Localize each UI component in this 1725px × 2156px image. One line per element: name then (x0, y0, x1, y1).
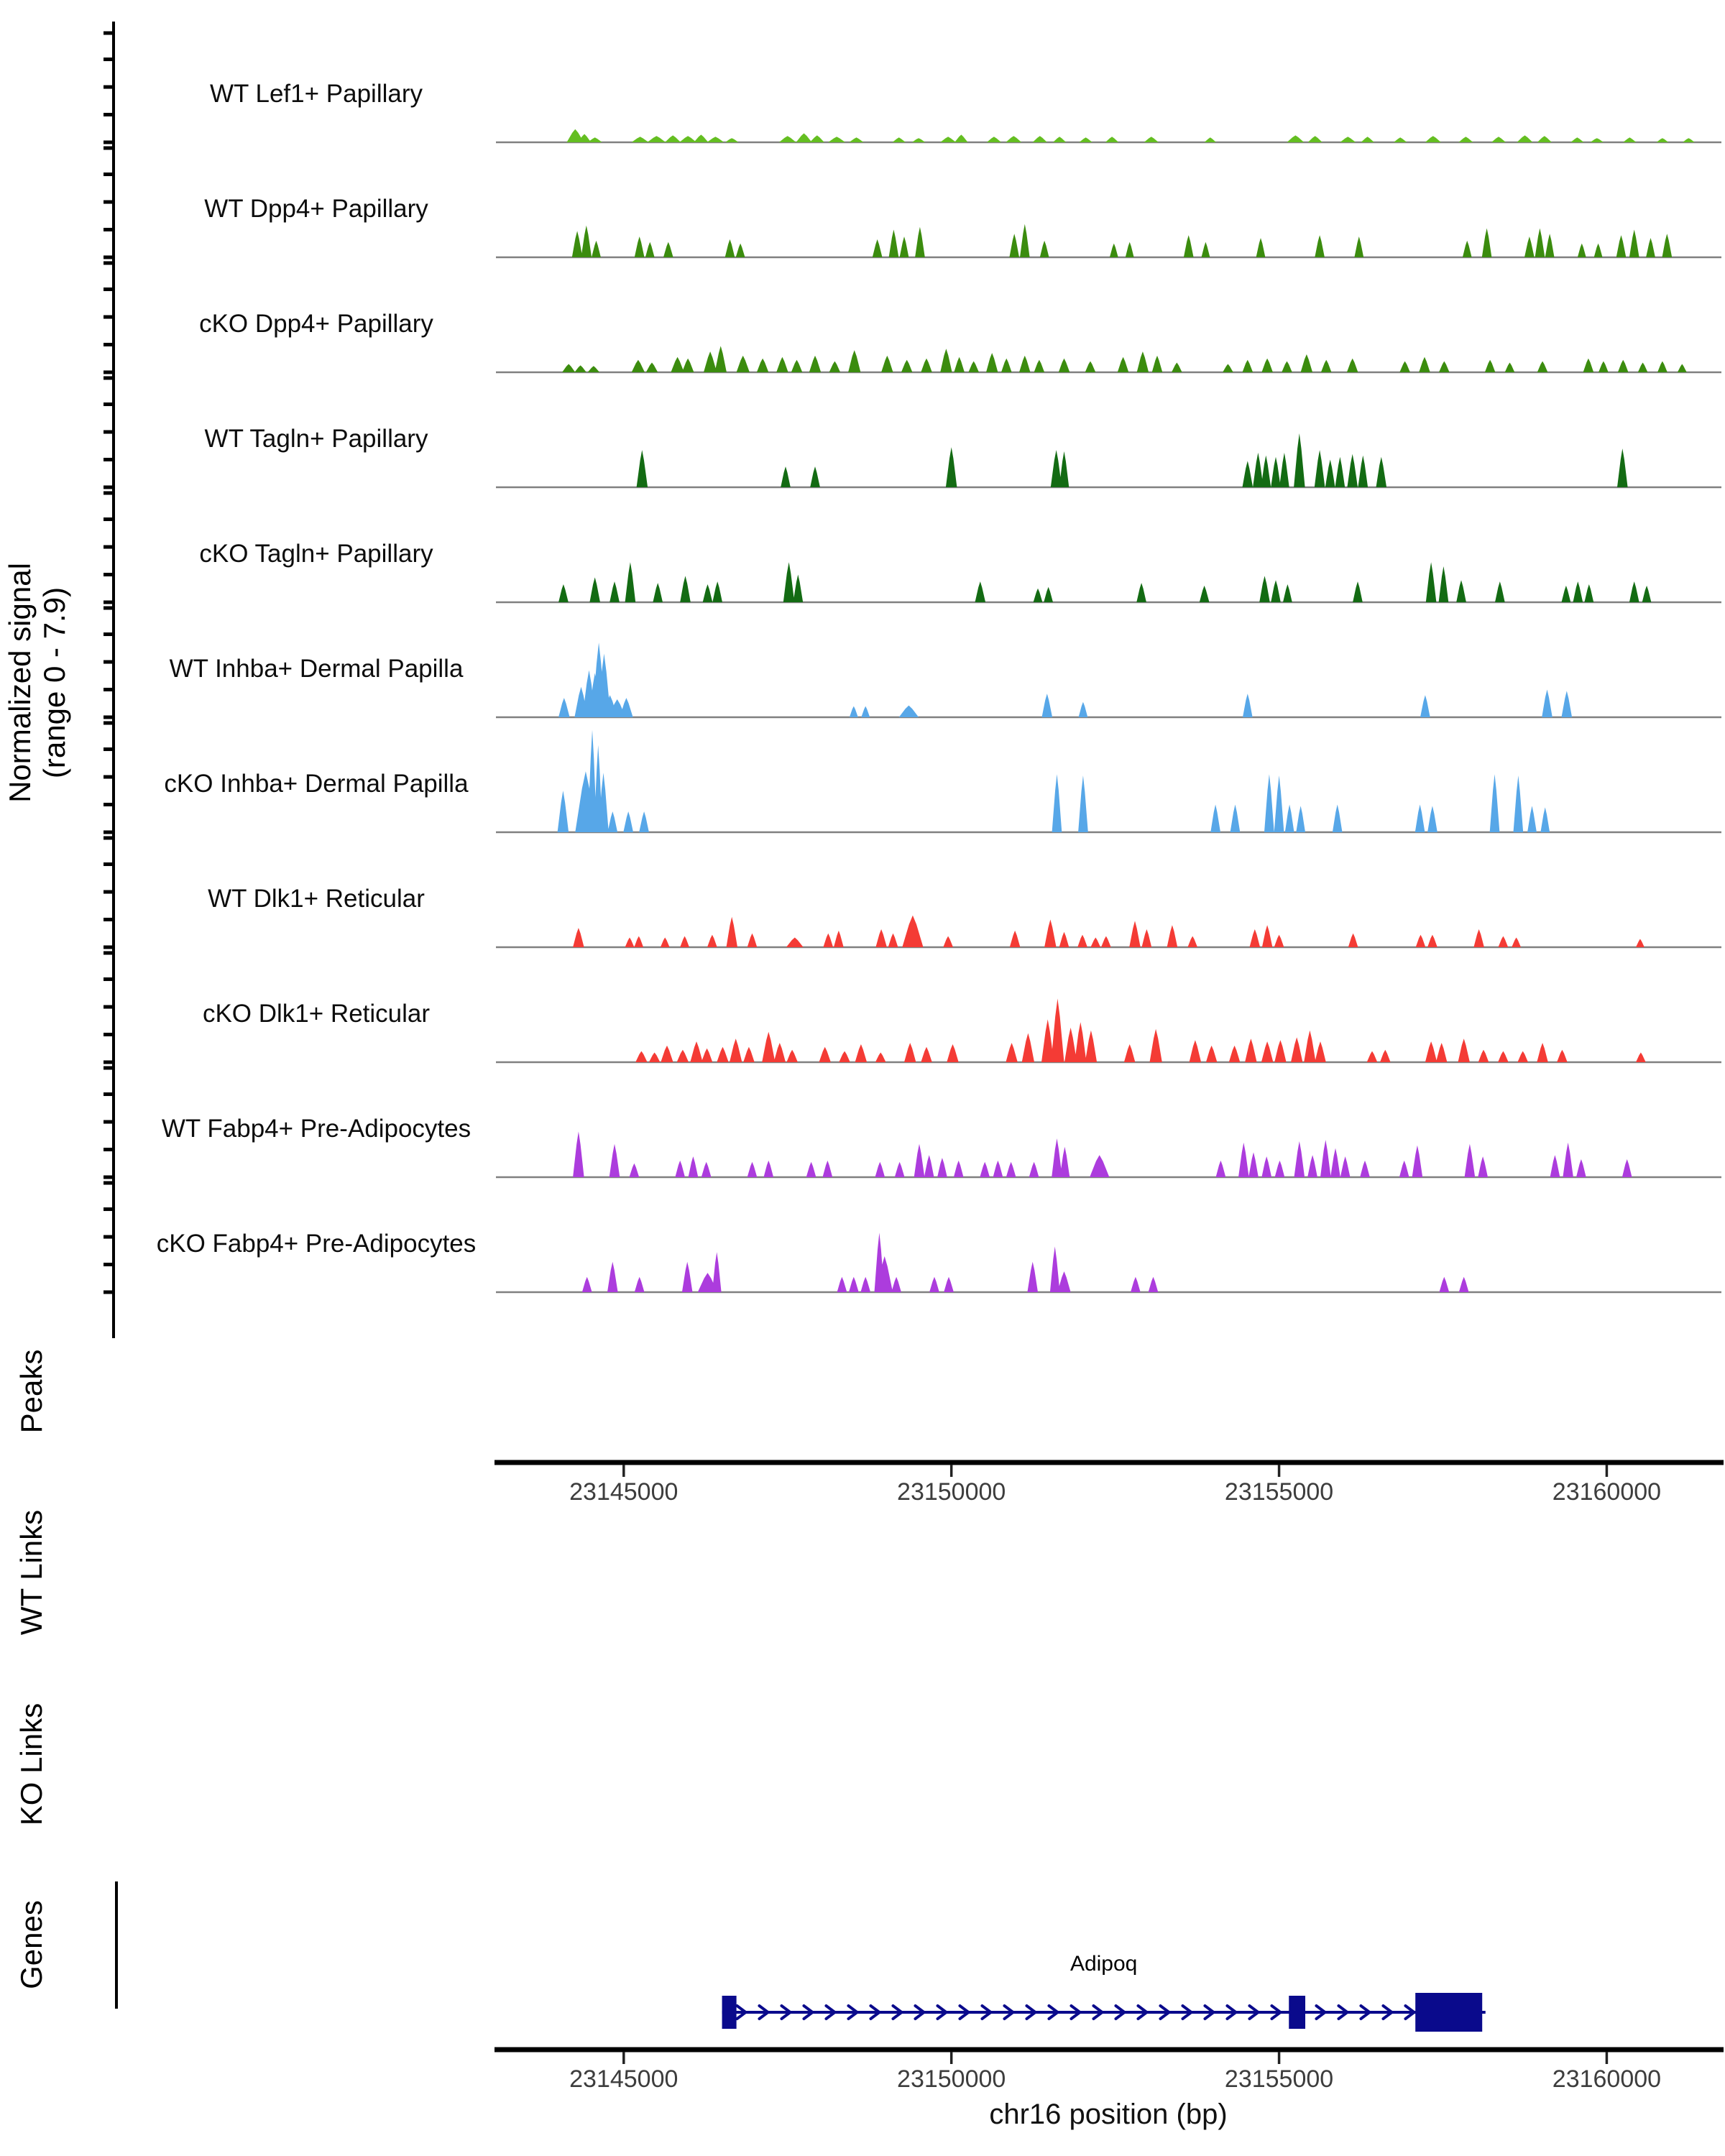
y-axis-label-line1: Normalized signal (3, 563, 37, 803)
y-axis-label-line2: (range 0 - 7.9) (37, 587, 71, 778)
gene-strand-arrow-icon (1114, 2004, 1127, 2020)
peaks-x-axis: 23145000 23150000 23155000 23160000 (494, 1460, 1724, 1506)
track-signal-cko-fabp4-pre-adipocytes (581, 1233, 1469, 1292)
gene-strand-arrow-icon (758, 2004, 770, 2020)
track-label-cko-fabp4-pre-adipocytes: cKO Fabp4+ Pre-Adipocytes (157, 1230, 477, 1258)
track-signal-wt-inhba-dermal-papilla (558, 642, 1573, 717)
track-wt-tagln-papillary: WT Tagln+ Papillary (104, 376, 1721, 489)
track-label-cko-dlk1-reticular: cKO Dlk1+ Reticular (203, 1000, 430, 1028)
track-signal-wt-dpp4-papillary (571, 224, 1673, 257)
section-label-genes: Genes (14, 1900, 48, 1989)
gene-annotation-track: Adipoq (722, 1952, 1486, 2032)
track-label-cko-inhba-dermal-papilla: cKO Inhba+ Dermal Papilla (164, 770, 469, 798)
gene-strand-arrow-icon (958, 2004, 971, 2020)
gene-strand-arrow-icon (891, 2004, 904, 2020)
gene-exon (722, 1996, 737, 2029)
gene-strand-arrow-icon (735, 2004, 748, 2020)
x-axis-tick-label: 23150000 (897, 1478, 1006, 1506)
gene-strand-arrow-icon (1359, 2004, 1372, 2020)
gene-strand-arrow-icon (780, 2004, 793, 2020)
gene-strand-arrow-icon (1337, 2004, 1350, 2020)
x-axis-tick-label: 23160000 (1552, 1478, 1661, 1506)
gene-strand-arrow-icon (1381, 2004, 1394, 2020)
x-axis-tick-label: 23155000 (1225, 2065, 1333, 2093)
track-signal-cko-dpp4-papillary (562, 346, 1687, 372)
track-wt-dpp4-papillary: WT Dpp4+ Papillary (104, 146, 1721, 259)
track-label-cko-dpp4-papillary: cKO Dpp4+ Papillary (199, 310, 433, 338)
track-cko-fabp4-pre-adipocytes: cKO Fabp4+ Pre-Adipocytes (104, 1181, 1721, 1294)
gene-strand-arrow-icon (847, 2004, 860, 2020)
gene-strand-arrow-icon (1270, 2004, 1283, 2020)
gene-strand-arrow-icon (1025, 2004, 1038, 2020)
track-label-cko-tagln-papillary: cKO Tagln+ Papillary (199, 540, 433, 568)
track-label-wt-tagln-papillary: WT Tagln+ Papillary (205, 425, 428, 453)
track-label-wt-lef1-papillary: WT Lef1+ Papillary (210, 80, 423, 108)
gene-strand-arrow-icon (1181, 2004, 1194, 2020)
x-axis-tick-label: 23155000 (1225, 1478, 1333, 1506)
signal-tracks: WT Lef1+ Papillary WT Dpp4+ Papillary cKO … (104, 31, 1721, 1294)
gene-strand-arrow-icon (1404, 2004, 1417, 2020)
x-axis-title: chr16 position (bp) (989, 2099, 1227, 2130)
gene-name-label: Adipoq (1070, 1952, 1137, 1976)
section-label-peaks: Peaks (14, 1350, 48, 1434)
gene-strand-arrow-icon (1315, 2004, 1328, 2020)
gene-strand-arrow-icon (824, 2004, 837, 2020)
track-signal-cko-tagln-papillary (558, 562, 1652, 602)
track-signal-wt-dlk1-reticular (573, 915, 1644, 947)
track-label-wt-dlk1-reticular: WT Dlk1+ Reticular (208, 885, 425, 913)
gene-strand-arrow-icon (869, 2004, 882, 2020)
track-label-wt-fabp4-pre-adipocytes: WT Fabp4+ Pre-Adipocytes (162, 1115, 471, 1143)
track-signal-wt-fabp4-pre-adipocytes (573, 1131, 1632, 1177)
track-signal-cko-dlk1-reticular (635, 998, 1646, 1062)
track-cko-dlk1-reticular: cKO Dlk1+ Reticular (104, 951, 1721, 1064)
section-label-ko-links: KO Links (14, 1703, 48, 1825)
gene-strand-arrow-icon (1248, 2004, 1261, 2020)
track-signal-cko-inhba-dermal-papilla (557, 729, 1550, 832)
track-label-wt-inhba-dermal-papilla: WT Inhba+ Dermal Papilla (170, 655, 464, 683)
gene-strand-arrow-icon (914, 2004, 926, 2020)
x-axis-tick-label: 23145000 (569, 2065, 678, 2093)
gene-strand-arrow-icon (1159, 2004, 1172, 2020)
gene-exon (1289, 1996, 1306, 2029)
gene-strand-arrow-icon (802, 2004, 815, 2020)
gene-strand-arrow-icon (1203, 2004, 1216, 2020)
track-wt-lef1-papillary: WT Lef1+ Papillary (104, 31, 1721, 144)
section-label-wt-links: WT Links (14, 1510, 48, 1635)
gene-strand-arrow-icon (980, 2004, 993, 2020)
gene-strand-arrow-icon (1136, 2004, 1149, 2020)
track-cko-tagln-papillary: cKO Tagln+ Papillary (104, 491, 1721, 604)
x-axis-tick-label: 23160000 (1552, 2065, 1661, 2093)
genes-x-axis: 23145000 23150000 23155000 23160000 (494, 2047, 1724, 2093)
track-signal-wt-lef1-papillary (566, 129, 1695, 142)
gene-exon (1415, 1993, 1483, 2032)
gene-strand-arrow-icon (1003, 2004, 1016, 2020)
gene-strand-arrow-icon (936, 2004, 949, 2020)
gene-adipoq: Adipoq (722, 1952, 1486, 2032)
gene-strand-arrow-icon (1047, 2004, 1060, 2020)
x-axis-tick-label: 23145000 (569, 1478, 678, 1506)
track-wt-inhba-dermal-papilla: WT Inhba+ Dermal Papilla (104, 606, 1721, 719)
gene-strand-arrow-icon (1225, 2004, 1238, 2020)
track-signal-wt-tagln-papillary (636, 433, 1628, 487)
track-wt-fabp4-pre-adipocytes: WT Fabp4+ Pre-Adipocytes (104, 1066, 1721, 1179)
gene-strand-arrow-icon (1092, 2004, 1105, 2020)
x-axis-tick-label: 23150000 (897, 2065, 1006, 2093)
x-axes: 23145000 23150000 23155000 2316000023145000… (494, 1460, 1724, 2093)
track-cko-dpp4-papillary: cKO Dpp4+ Papillary (104, 261, 1721, 374)
gene-strand-arrow-icon (1070, 2004, 1082, 2020)
track-wt-dlk1-reticular: WT Dlk1+ Reticular (104, 836, 1721, 949)
track-cko-inhba-dermal-papilla: cKO Inhba+ Dermal Papilla (104, 721, 1721, 834)
track-label-wt-dpp4-papillary: WT Dpp4+ Papillary (204, 195, 428, 223)
